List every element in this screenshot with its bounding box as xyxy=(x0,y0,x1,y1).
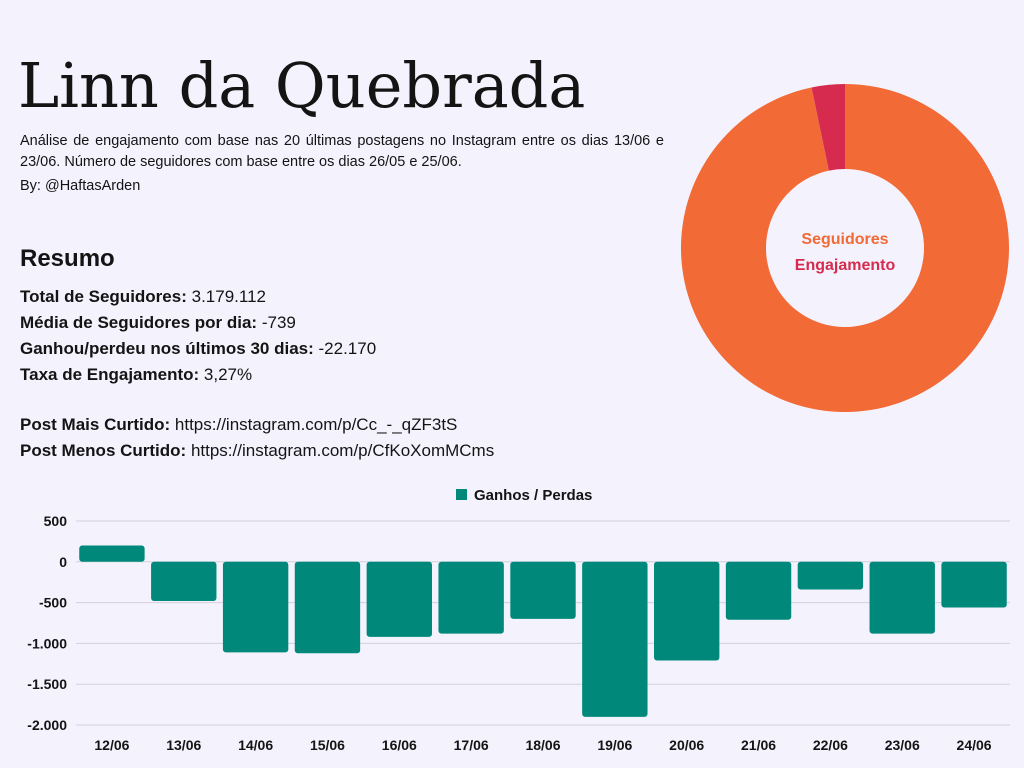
donut-slice-engajamento xyxy=(811,84,845,171)
x-tick-label: 16/06 xyxy=(382,737,417,753)
engagement-rate-label: Taxa de Engajamento: xyxy=(20,365,200,384)
total-followers-value: 3.179.112 xyxy=(191,287,266,306)
x-tick-label: 22/06 xyxy=(813,737,848,753)
y-tick-label: -500 xyxy=(39,595,67,611)
donut-label-engajamento: Engajamento xyxy=(795,257,896,274)
gain-loss-row: Ganhou/perdeu nos últimos 30 dias: -22.1… xyxy=(20,336,376,362)
summary-heading: Resumo xyxy=(20,245,115,272)
engagement-rate-row: Taxa de Engajamento: 3,27% xyxy=(20,362,376,388)
x-tick-label: 18/06 xyxy=(525,737,560,753)
bar-22/06 xyxy=(797,561,864,590)
bar-13/06 xyxy=(151,561,217,601)
total-followers-label: Total de Seguidores: xyxy=(20,287,187,306)
least-liked-label: Post Menos Curtido: xyxy=(20,441,187,460)
x-tick-label: 19/06 xyxy=(597,737,632,753)
gain-loss-label: Ganhou/perdeu nos últimos 30 dias: xyxy=(20,339,314,358)
bar-12/06 xyxy=(79,545,145,562)
most-liked-link[interactable]: https://instagram.com/p/Cc_-_qZF3tS xyxy=(174,415,458,434)
most-liked-label: Post Mais Curtido: xyxy=(20,415,171,434)
donut-label-seguidores: Seguidores xyxy=(801,231,888,248)
bar-23/06 xyxy=(869,561,935,634)
bar-24/06 xyxy=(941,561,1007,608)
engagement-rate-value: 3,27% xyxy=(203,365,253,384)
x-tick-label: 14/06 xyxy=(238,737,273,753)
author-credit: By: @HaftasArden xyxy=(20,178,141,194)
least-liked-row: Post Menos Curtido: https://instagram.co… xyxy=(20,438,494,464)
bar-16/06 xyxy=(366,561,432,637)
gain-loss-value: -22.170 xyxy=(318,339,377,358)
bar-18/06 xyxy=(510,561,576,619)
bar-15/06 xyxy=(294,561,361,654)
legend-label: Ganhos / Perdas xyxy=(474,487,592,504)
avg-followers-value: -739 xyxy=(261,313,296,332)
y-tick-label: -1.500 xyxy=(27,676,67,692)
y-tick-label: -2.000 xyxy=(27,717,67,733)
avg-followers-row: Média de Seguidores por dia: -739 xyxy=(20,310,376,336)
y-tick-label: 0 xyxy=(59,554,67,570)
subtitle: Análise de engajamento com base nas 20 ú… xyxy=(20,133,664,170)
y-tick-label: -1.000 xyxy=(27,635,67,651)
most-liked-row: Post Mais Curtido: https://instagram.com… xyxy=(20,412,494,438)
avg-followers-label: Média de Seguidores por dia: xyxy=(20,313,258,332)
total-followers-row: Total de Seguidores: 3.179.112 xyxy=(20,284,376,310)
bar-21/06 xyxy=(725,561,792,620)
bar-19/06 xyxy=(582,561,648,717)
page-title: Linn da Quebrada xyxy=(18,49,586,122)
engagement-donut-chart: Seguidores Engajamento xyxy=(681,84,1009,412)
x-tick-label: 23/06 xyxy=(885,737,920,753)
summary-stats: Total de Seguidores: 3.179.112 Média de … xyxy=(20,284,376,388)
x-tick-label: 15/06 xyxy=(310,737,345,753)
x-tick-label: 12/06 xyxy=(94,737,129,753)
bar-20/06 xyxy=(654,561,720,661)
y-tick-label: 500 xyxy=(44,513,68,529)
post-links: Post Mais Curtido: https://instagram.com… xyxy=(20,412,494,464)
gains-losses-bar-chart: 500 0 -500 -1.000 -1.500 -2.000 Ganhos / Perda… xyxy=(27,487,1010,753)
least-liked-link[interactable]: https://instagram.com/p/CfKoXomMCms xyxy=(190,441,495,460)
x-tick-label: 21/06 xyxy=(741,737,776,753)
x-tick-label: 24/06 xyxy=(957,737,992,753)
x-tick-label: 20/06 xyxy=(669,737,704,753)
legend-swatch xyxy=(456,489,467,500)
bar-14/06 xyxy=(222,561,289,653)
donut-slice-seguidores xyxy=(681,84,1009,412)
x-tick-label: 17/06 xyxy=(454,737,489,753)
bar-17/06 xyxy=(438,561,504,634)
x-tick-label: 13/06 xyxy=(166,737,201,753)
